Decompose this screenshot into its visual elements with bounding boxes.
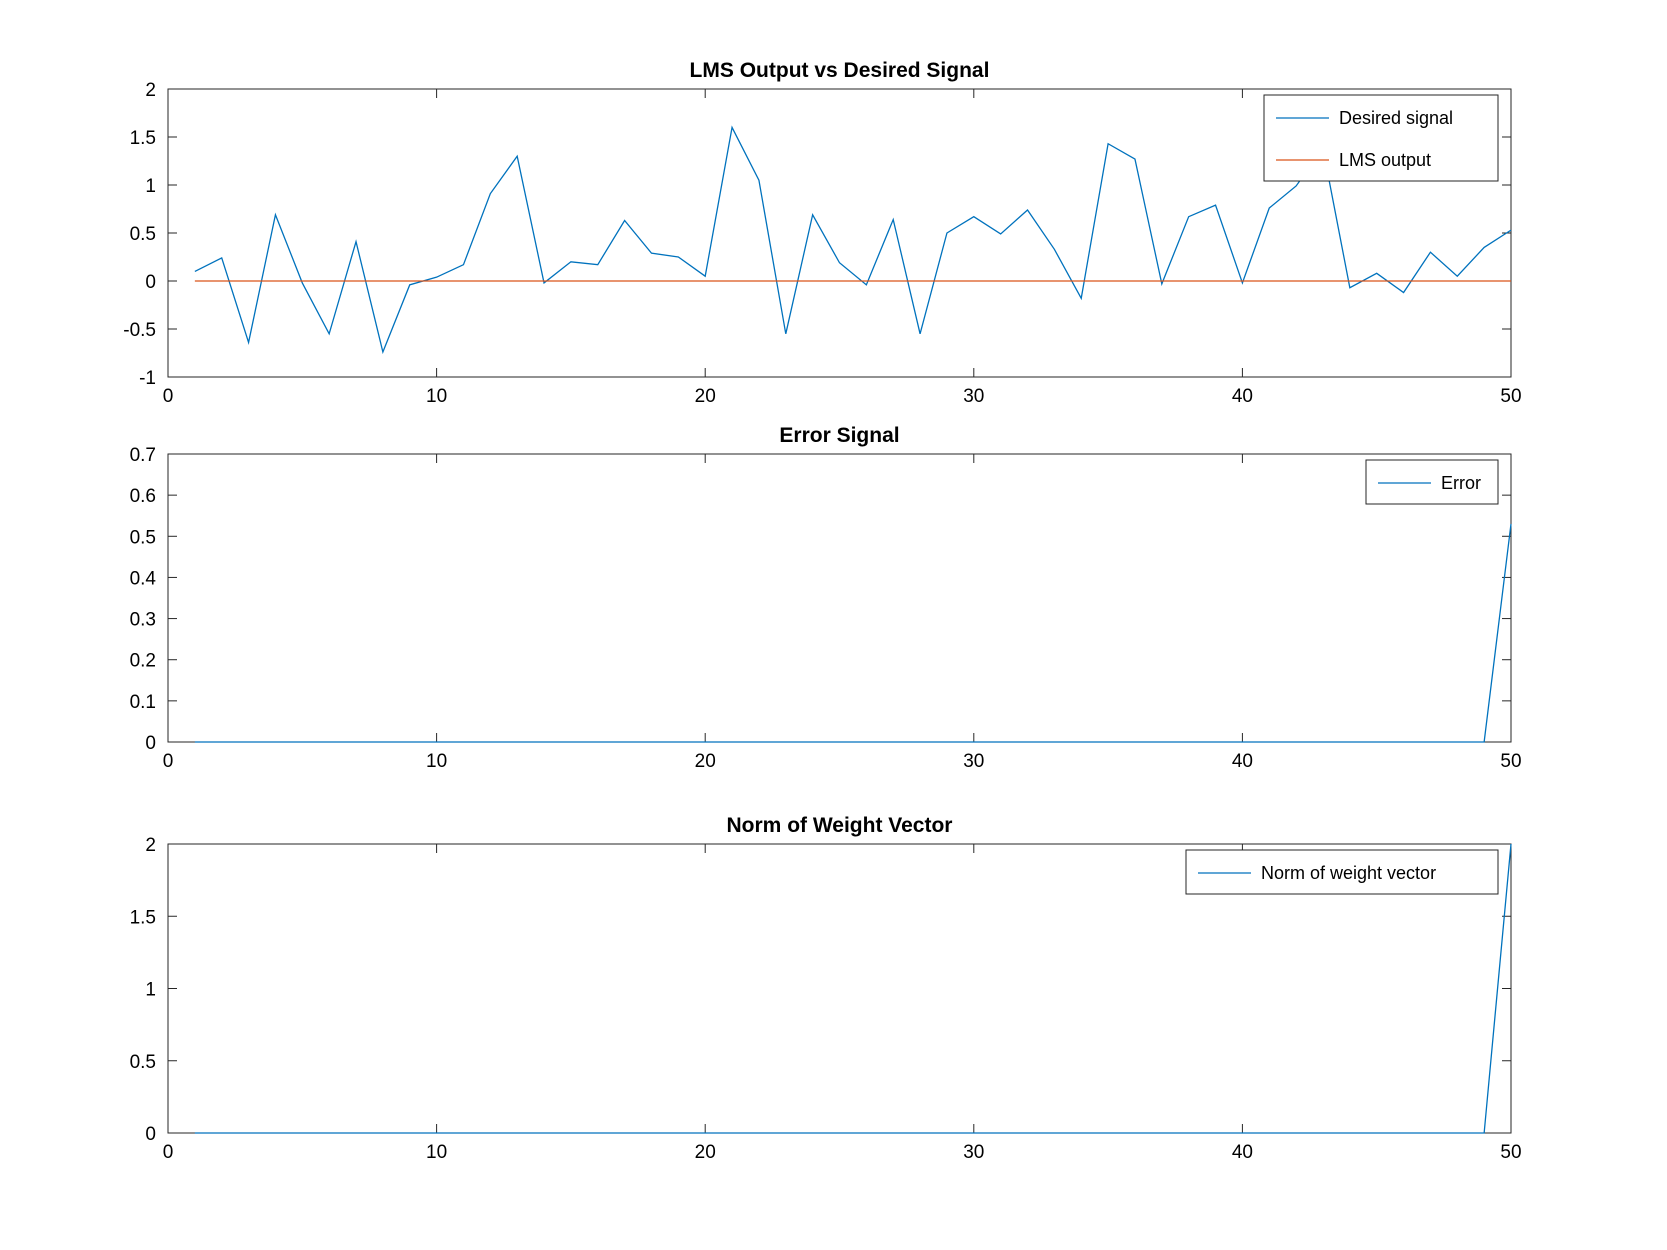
y-tick-label: 0.1 (130, 692, 156, 713)
legend-box (1263, 94, 1499, 182)
y-tick-label: 0 (145, 1124, 156, 1145)
chart-title: Error Signal (779, 424, 899, 447)
y-tick-label: 0 (145, 272, 156, 293)
y-tick-label: 0.7 (130, 445, 156, 466)
legend: Desired signal LMS output (1263, 94, 1499, 182)
x-tick-label: 20 (695, 386, 716, 407)
y-tick-label: 0.2 (130, 651, 156, 672)
x-tick-label: 30 (963, 386, 984, 407)
x-tick-label: 40 (1232, 386, 1253, 407)
y-tick-label: 2 (145, 835, 156, 856)
series-line-desired-signal (194, 125, 1512, 355)
x-tick-label: 30 (963, 1142, 984, 1163)
y-tick-label: 1 (145, 176, 156, 197)
chart-panel-3: Norm of Weight Vector 0 10 20 30 40 50 0 0.5 1 1.5… (130, 814, 1522, 1163)
x-tick-label: 0 (163, 386, 174, 407)
legend-box (1365, 459, 1499, 505)
y-tick-label: 1.5 (130, 128, 156, 149)
legend-label: Error (1441, 473, 1481, 493)
x-tick-label: 0 (163, 1142, 174, 1163)
x-tick-label: 10 (426, 1142, 447, 1163)
x-tick-label: 40 (1232, 751, 1253, 772)
y-tick-label: -0.5 (123, 320, 156, 341)
y-tick-label: 1.5 (130, 907, 156, 928)
y-tick-label: 1 (145, 980, 156, 1001)
y-tick-label: 0.5 (130, 224, 156, 245)
y-tick-label: 0.6 (130, 486, 156, 507)
x-tick-label: 50 (1500, 386, 1521, 407)
legend: Norm of weight vector (1185, 849, 1499, 895)
legend: Error (1365, 459, 1499, 505)
x-tick-label: 20 (695, 751, 716, 772)
legend-label: LMS output (1339, 150, 1431, 170)
x-tick-label: 10 (426, 386, 447, 407)
chart-panel-2: Error Signal 0 10 20 30 40 50 0 0.1 0.2 0.3 0.4 0.5 0… (130, 424, 1522, 772)
y-tick-label: 2 (145, 80, 156, 101)
axes-box (167, 453, 1512, 743)
y-tick-label: 0.5 (130, 1052, 156, 1073)
legend-box (1185, 849, 1499, 895)
chart-title: LMS Output vs Desired Signal (690, 59, 990, 82)
y-tick-label: 0.5 (130, 527, 156, 548)
y-tick-label: 0.4 (130, 568, 157, 589)
x-tick-label: 50 (1500, 1142, 1521, 1163)
y-tick-label: 0.3 (130, 610, 156, 631)
y-tick-label: 0 (145, 733, 156, 754)
x-tick-label: 30 (963, 751, 984, 772)
series-line-norm-of-weight-vector (194, 843, 1512, 1134)
legend-label: Norm of weight vector (1261, 863, 1436, 883)
y-tick-label: -1 (139, 368, 156, 389)
x-tick-label: 0 (163, 751, 174, 772)
x-tick-label: 40 (1232, 1142, 1253, 1163)
x-tick-label: 50 (1500, 751, 1521, 772)
chart-title: Norm of Weight Vector (727, 814, 953, 837)
x-tick-label: 20 (695, 1142, 716, 1163)
legend-label: Desired signal (1339, 108, 1453, 128)
series-line-error (194, 523, 1512, 743)
x-tick-label: 10 (426, 751, 447, 772)
